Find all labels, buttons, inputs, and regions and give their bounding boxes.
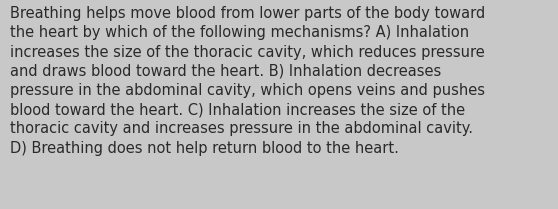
Text: Breathing helps move blood from lower parts of the body toward
the heart by whic: Breathing helps move blood from lower pa…: [10, 6, 485, 156]
